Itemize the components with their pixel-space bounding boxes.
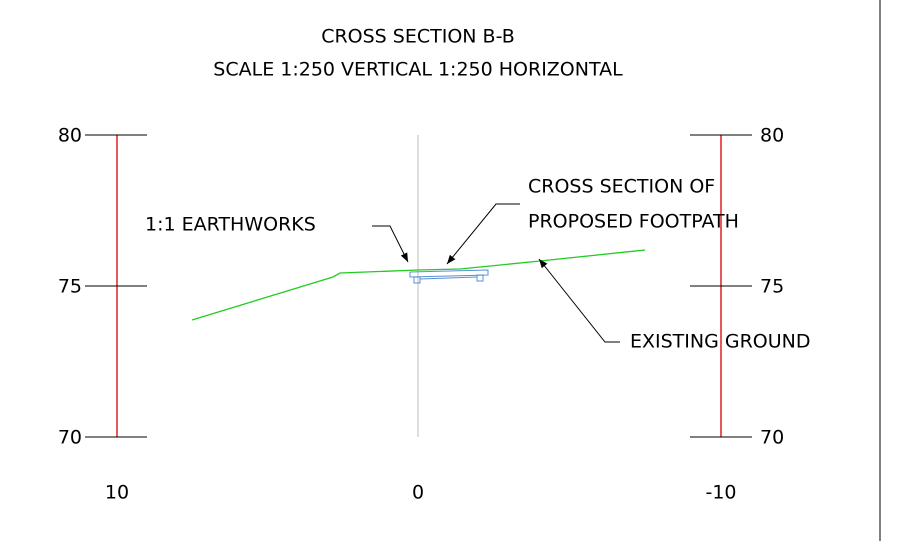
annotation: 1:1 EARTHWORKS <box>145 214 316 236</box>
level-label: 75 <box>760 276 784 298</box>
level-label: 70 <box>58 427 82 449</box>
level-label: 80 <box>760 125 784 147</box>
level-label: 70 <box>760 427 784 449</box>
annotation: PROPOSED FOOTPATH <box>528 211 739 233</box>
offset-label: -10 <box>705 482 736 504</box>
level-label: 80 <box>58 125 82 147</box>
offset-label: 10 <box>105 482 129 504</box>
annotation: CROSS SECTION OF <box>528 176 715 198</box>
subtitle: SCALE 1:250 VERTICAL 1:250 HORIZONTAL <box>213 59 623 81</box>
leader <box>538 258 620 343</box>
footpath <box>409 269 489 284</box>
leader <box>446 203 520 265</box>
offset-label: 0 <box>412 482 424 504</box>
title: CROSS SECTION B-B <box>321 26 515 48</box>
annotation: EXISTING GROUND <box>630 331 811 353</box>
leader <box>372 225 409 263</box>
level-label: 75 <box>58 276 82 298</box>
